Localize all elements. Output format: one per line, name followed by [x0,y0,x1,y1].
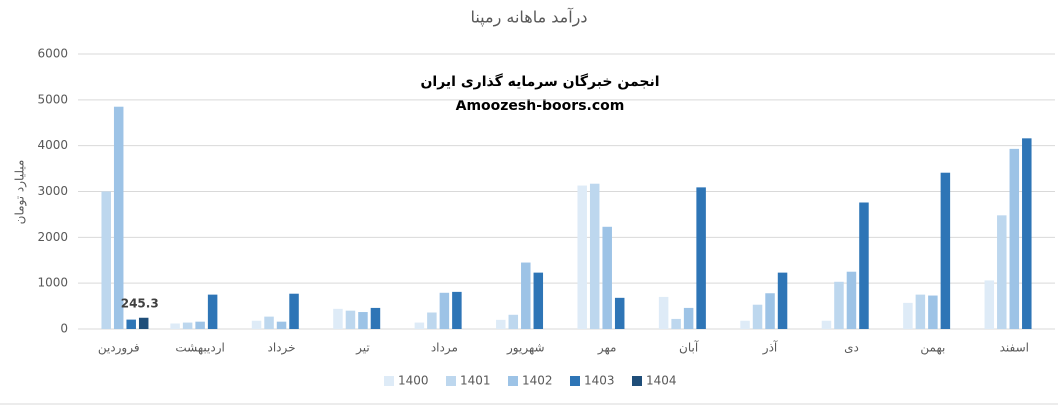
bar [101,191,111,329]
bar [859,202,869,329]
bar [1022,138,1032,329]
y-tick-label: 3000 [37,184,68,198]
bar [903,302,913,329]
bar [333,308,343,329]
bar [452,291,462,329]
bar [508,314,519,329]
legend-label: 1403 [584,374,615,388]
legend-swatch [384,376,394,386]
x-tick-label: فروردین [98,341,140,356]
bar [182,322,193,329]
x-tick-label: بهمن [920,341,945,356]
legend-swatch [570,376,580,386]
legend-swatch [446,376,456,386]
bar [683,307,694,329]
legend-label: 1404 [646,374,677,388]
bar [345,310,356,329]
bar [821,320,832,329]
y-tick-label: 5000 [37,92,68,106]
watermark: انجمن خبرگان سرمایه گذاری ایران [420,73,659,90]
y-tick-label: 2000 [37,230,68,244]
x-tick-label: تیر [355,341,370,356]
x-tick-label: خرداد [268,341,296,356]
bar [427,312,437,329]
bar [533,272,544,329]
bar [370,307,381,329]
bar [496,319,506,329]
bar [113,106,124,329]
bar [170,323,180,329]
x-tick-label: دی [844,341,859,355]
y-tick-label: 1000 [37,276,68,290]
bar [834,281,844,329]
bar [765,293,775,329]
bar [358,312,368,329]
legend-label: 1400 [398,374,429,388]
bar [1009,148,1020,329]
bar [589,183,600,329]
bar [984,280,995,329]
watermark: Amoozesh-boors.com [456,98,625,114]
x-tick-label: اسفند [1000,341,1029,355]
bar [439,292,450,329]
x-tick-label: مرداد [431,341,458,356]
bar [207,294,218,329]
bar [195,321,205,329]
bar [577,185,587,329]
x-tick-label: آذر [762,340,778,356]
x-tick-label: آبان [679,340,699,355]
legend-swatch [632,376,642,386]
bar [614,297,625,329]
bar [671,318,681,329]
y-tick-label: 4000 [37,138,68,152]
y-tick-label: 6000 [37,47,68,61]
bar [658,296,669,329]
bar [251,320,262,329]
y-tick-label: 0 [60,322,68,336]
bar [602,226,612,329]
legend-label: 1402 [522,374,553,388]
x-tick-label: اردیبهشت [175,341,224,356]
bar [289,293,299,329]
bar [928,295,938,329]
chart-title: درآمد ماهانه رمپنا [470,8,587,28]
bar [138,317,149,329]
bar [521,262,531,329]
bar [777,272,788,329]
bar [940,172,951,329]
legend-label: 1401 [460,374,491,388]
bar [414,322,425,329]
bar [846,271,857,329]
x-tick-label: مهر [597,341,617,356]
legend-swatch [508,376,518,386]
bar [752,304,763,329]
y-axis-label: میلیارد تومان [13,160,28,225]
bar [997,215,1007,329]
x-tick-label: شهریور [506,341,545,356]
bar [915,294,926,329]
bar [264,316,274,329]
bar [126,319,136,329]
bar [696,187,706,329]
value-label: 245.3 [121,296,159,310]
bar [740,320,750,329]
bar [276,321,287,329]
